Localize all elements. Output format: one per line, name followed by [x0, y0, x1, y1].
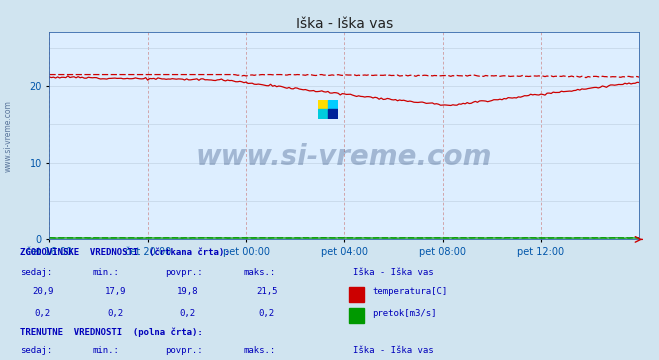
Text: Iška - Iška vas: Iška - Iška vas — [353, 346, 433, 355]
Text: www.si-vreme.com: www.si-vreme.com — [3, 100, 13, 172]
Text: 0,2: 0,2 — [35, 309, 51, 318]
Text: ZGODOVINSKE  VREDNOSTI  (črtkana črta):: ZGODOVINSKE VREDNOSTI (črtkana črta): — [20, 248, 229, 257]
Bar — [349, 287, 364, 302]
Text: 19,8: 19,8 — [177, 287, 198, 297]
Text: 0,2: 0,2 — [107, 309, 123, 318]
Text: Iška - Iška vas: Iška - Iška vas — [353, 267, 433, 276]
Bar — [349, 308, 364, 323]
Text: sedaj:: sedaj: — [20, 346, 52, 355]
Text: 20,9: 20,9 — [32, 287, 53, 297]
Text: 21,5: 21,5 — [256, 287, 277, 297]
Text: min.:: min.: — [92, 267, 119, 276]
Bar — [318, 99, 328, 109]
Text: www.si-vreme.com: www.si-vreme.com — [196, 143, 492, 171]
Text: povpr.:: povpr.: — [165, 267, 202, 276]
Bar — [318, 109, 328, 120]
Text: min.:: min.: — [92, 346, 119, 355]
Title: Iška - Iška vas: Iška - Iška vas — [296, 17, 393, 31]
Text: povpr.:: povpr.: — [165, 346, 202, 355]
Text: sedaj:: sedaj: — [20, 267, 52, 276]
Text: 0,2: 0,2 — [259, 309, 275, 318]
Text: maks.:: maks.: — [244, 267, 276, 276]
Text: 17,9: 17,9 — [105, 287, 126, 297]
Text: 0,2: 0,2 — [180, 309, 196, 318]
Bar — [328, 109, 337, 120]
Text: maks.:: maks.: — [244, 346, 276, 355]
Text: temperatura[C]: temperatura[C] — [372, 287, 447, 297]
Bar — [328, 99, 337, 109]
Text: pretok[m3/s]: pretok[m3/s] — [372, 309, 437, 318]
Text: TRENUTNE  VREDNOSTI  (polna črta):: TRENUTNE VREDNOSTI (polna črta): — [20, 327, 202, 337]
